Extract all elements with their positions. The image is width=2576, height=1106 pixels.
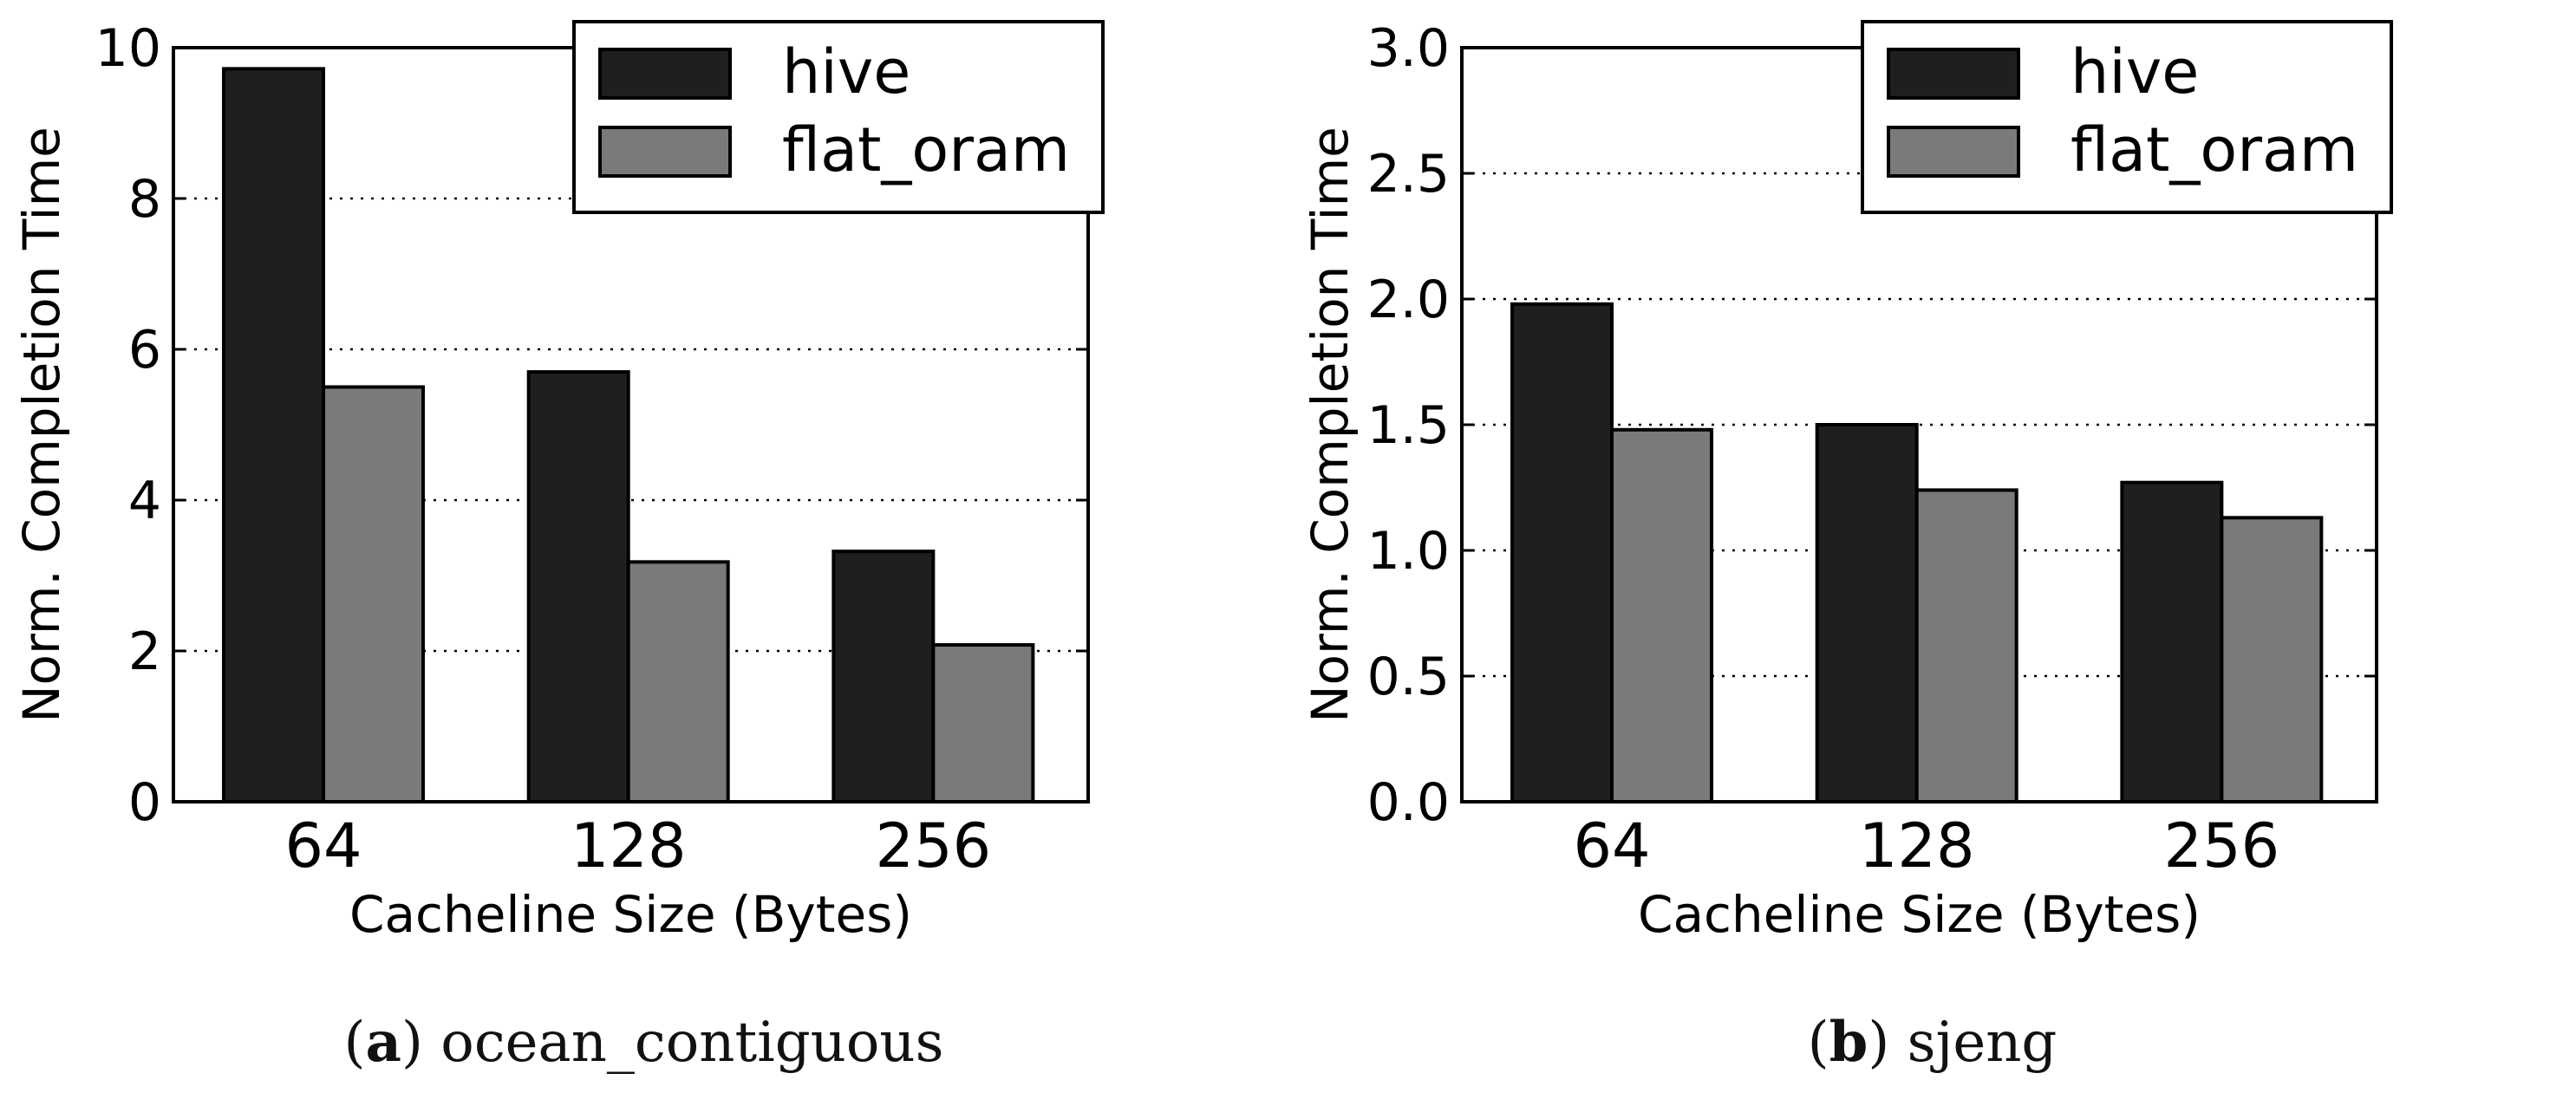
caption-a: (a) ocean_contiguous xyxy=(343,1010,944,1075)
y-tick-label: 4 xyxy=(128,471,161,531)
bar-flat_oram-256 xyxy=(2220,516,2324,803)
y-tick-label: 8 xyxy=(128,169,161,230)
y-tick-label: 3.0 xyxy=(1367,18,1450,79)
legend-label-flat_oram: flat_oram xyxy=(782,114,1070,185)
caption-a-text: ocean_contiguous xyxy=(440,1011,944,1075)
legend-swatch-flat_oram xyxy=(598,126,732,178)
legend-swatch-hive xyxy=(1887,48,2020,100)
caption-a-label: a xyxy=(365,1010,401,1075)
bar-hive-256 xyxy=(2120,480,2224,803)
bar-flat_oram-256 xyxy=(931,643,1035,803)
y-axis-label: Norm. Completion Time xyxy=(12,127,71,723)
x-tick-label: 256 xyxy=(876,810,992,882)
y-tick-label: 0.0 xyxy=(1367,772,1450,833)
y-tick-label: 2 xyxy=(128,621,161,682)
legend-label-hive: hive xyxy=(782,36,910,107)
legend-swatch-flat_oram xyxy=(1887,126,2020,178)
bar-flat_oram-64 xyxy=(1610,427,1714,803)
bar-flat_oram-128 xyxy=(626,560,730,804)
x-tick-label: 256 xyxy=(2164,810,2280,882)
bar-flat_oram-64 xyxy=(322,385,426,803)
y-tick-label: 6 xyxy=(128,320,161,381)
caption-b: (b) sjeng xyxy=(1807,1010,2058,1075)
y-tick-label: 0 xyxy=(128,772,161,833)
y-tick-label: 2.0 xyxy=(1367,270,1450,330)
x-tick-label: 64 xyxy=(1573,810,1650,882)
y-tick-label: 1.0 xyxy=(1367,521,1450,582)
x-tick-label: 128 xyxy=(571,810,687,882)
legend-swatch-hive xyxy=(598,48,732,100)
y-axis-label: Norm. Completion Time xyxy=(1301,127,1360,723)
chart-panel-b: 0.0 0.5 1.0 1.5 2.0 2.5 3.0 64 128 256 Cacheline S… xyxy=(1288,0,2576,1106)
bar-hive-256 xyxy=(831,550,936,803)
caption-b-label: b xyxy=(1829,1010,1868,1075)
x-axis-label: Cacheline Size (Bytes) xyxy=(349,885,912,944)
legend-label-hive: hive xyxy=(2071,36,2199,107)
bar-hive-64 xyxy=(222,67,326,804)
bar-flat_oram-128 xyxy=(1914,488,2018,804)
bar-hive-64 xyxy=(1510,302,1614,803)
chart-panel-a: 0 2 4 6 8 10 64 128 256 Cacheline Size (Bytes) Nor… xyxy=(12,18,1105,1075)
y-tick-label: 10 xyxy=(95,18,161,79)
bar-hive-128 xyxy=(1815,423,1919,803)
x-axis-label: Cacheline Size (Bytes) xyxy=(1638,885,2201,944)
bar-hive-128 xyxy=(526,370,630,803)
x-tick-label: 64 xyxy=(284,810,362,882)
y-tick-label: 1.5 xyxy=(1367,395,1450,456)
legend-label-flat_oram: flat_oram xyxy=(2071,114,2358,185)
x-tick-label: 128 xyxy=(1859,810,1975,882)
y-tick-label: 0.5 xyxy=(1367,647,1450,707)
caption-b-text: sjeng xyxy=(1907,1011,2058,1075)
y-tick-label: 2.5 xyxy=(1367,144,1450,205)
